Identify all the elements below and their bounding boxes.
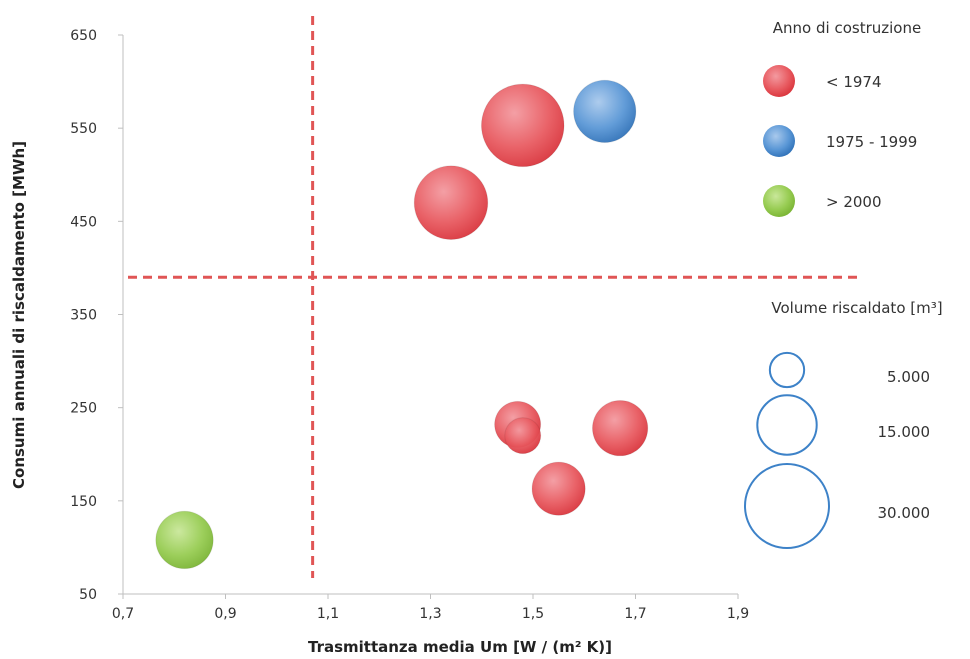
bubble xyxy=(480,83,565,168)
x-tick-label: 0,7 xyxy=(112,606,134,622)
legend-size-circle xyxy=(768,351,806,389)
legend-construction-year: Anno di costruzione < 1974 1975 - 1999 > 2… xyxy=(763,19,921,217)
y-axis-title: Consumi annuali di riscaldamento [MWh] xyxy=(10,141,28,489)
y-tick-labels: 50 150 250 350 450 550 650 xyxy=(70,28,123,603)
legend-size-label: 5.000 xyxy=(887,368,930,386)
y-tick-label: 50 xyxy=(79,587,97,603)
bubbles xyxy=(155,79,649,570)
legend-size-label: 30.000 xyxy=(878,504,931,522)
legend-color-label: 1975 - 1999 xyxy=(826,133,917,151)
y-tick-label: 250 xyxy=(70,401,97,417)
legend-color-label: < 1974 xyxy=(826,73,882,91)
x-tick-label: 0,9 xyxy=(214,606,236,622)
legend-color-swatch xyxy=(763,65,795,97)
legend-color-swatch xyxy=(763,185,795,217)
legend-size-title: Volume riscaldato [m³] xyxy=(771,299,942,317)
legend-size-circle xyxy=(756,394,818,456)
bubble xyxy=(155,510,214,570)
x-tick-label: 1,3 xyxy=(419,606,441,622)
legend-color-swatch xyxy=(763,125,795,157)
legend-color-label: > 2000 xyxy=(826,193,882,211)
legend-size-circle xyxy=(744,463,830,549)
bubble xyxy=(531,461,586,516)
bubble xyxy=(413,165,489,240)
threshold-lines xyxy=(128,16,858,578)
y-tick-label: 550 xyxy=(70,121,97,137)
y-tick-label: 650 xyxy=(70,28,97,44)
x-tick-labels: 0,7 0,9 1,1 1,3 1,5 1,7 1,9 xyxy=(112,594,749,622)
legend-heated-volume: Volume riscaldato [m³] 5.000 15.000 30.000 xyxy=(744,299,943,549)
x-axis-title: Trasmittanza media Um [W / (m² K)] xyxy=(308,638,612,656)
bubble xyxy=(591,400,649,457)
bubble xyxy=(504,417,542,455)
x-tick-label: 1,1 xyxy=(317,606,339,622)
x-tick-label: 1,7 xyxy=(624,606,646,622)
x-tick-label: 1,9 xyxy=(727,606,749,622)
legend-size-label: 15.000 xyxy=(878,423,931,441)
axes: 0,7 0,9 1,1 1,3 1,5 1,7 1,9 50 150 250 350 450 550 6… xyxy=(70,28,749,622)
legend-color-title: Anno di costruzione xyxy=(773,19,921,37)
y-tick-label: 450 xyxy=(70,214,97,230)
y-tick-label: 150 xyxy=(70,494,97,510)
x-tick-label: 1,5 xyxy=(522,606,544,622)
bubble xyxy=(573,79,637,144)
y-tick-label: 350 xyxy=(70,308,97,324)
